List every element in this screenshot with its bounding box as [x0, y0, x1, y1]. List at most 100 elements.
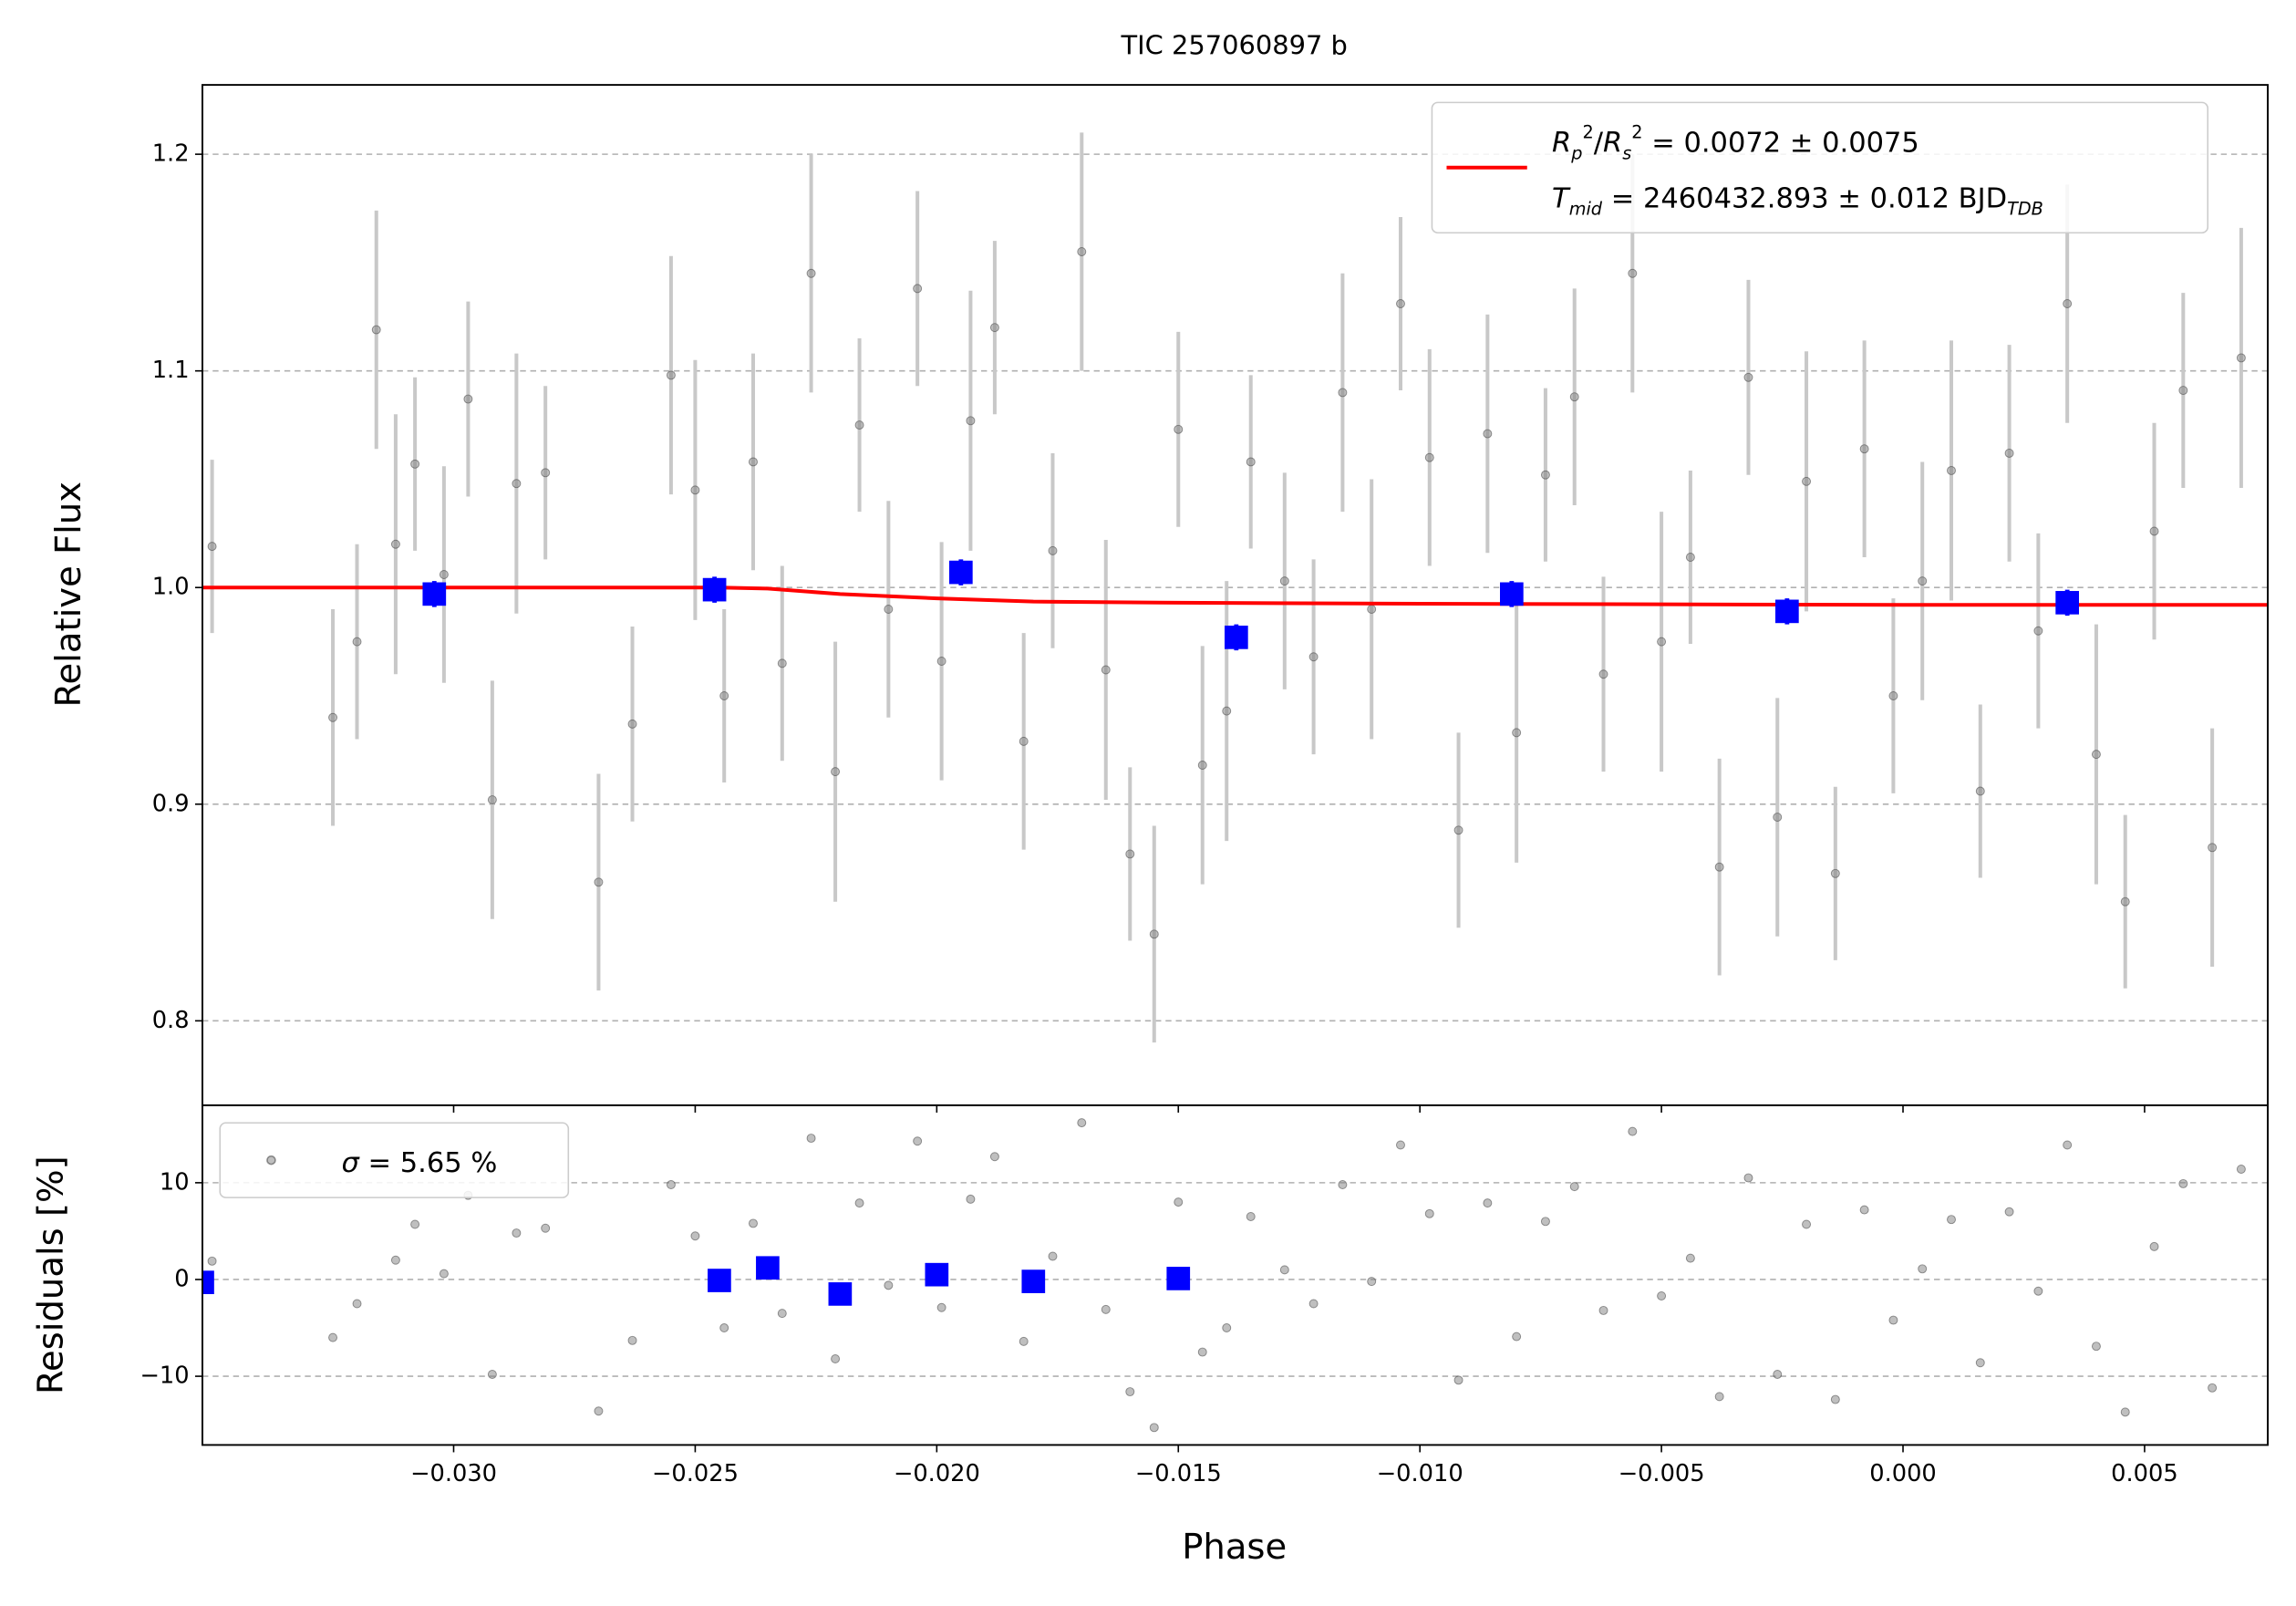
- binned-point: [202, 1270, 214, 1295]
- data-point: [854, 420, 864, 430]
- data-point: [627, 1335, 637, 1345]
- x-tick-label: 0.000: [1869, 1460, 1937, 1487]
- text-part: /: [1594, 127, 1604, 159]
- data-point: [966, 1194, 976, 1204]
- data-point: [463, 394, 473, 404]
- binned-point: [948, 560, 973, 585]
- x-tick-label: −0.005: [1619, 1460, 1705, 1487]
- data-point: [1048, 545, 1058, 555]
- data-point: [1859, 1205, 1869, 1215]
- text-part: = 2460432.893 ± 0.012 BJD: [1602, 182, 2007, 214]
- data-point: [328, 1332, 338, 1342]
- data-point: [1888, 691, 1898, 700]
- legend-box: [219, 1122, 570, 1198]
- data-point: [390, 539, 400, 549]
- data-point: [2120, 1407, 2130, 1417]
- data-point: [1714, 862, 1724, 872]
- binned-point: [1775, 599, 1799, 624]
- data-point: [1802, 1219, 1812, 1229]
- data-point: [2004, 1207, 2014, 1217]
- data-point: [1628, 1126, 1638, 1136]
- data-point: [1367, 1277, 1377, 1287]
- data-point: [719, 691, 729, 700]
- data-point: [1657, 1291, 1667, 1300]
- data-point: [1975, 786, 1985, 796]
- data-point: [1246, 1212, 1256, 1221]
- data-point: [1125, 849, 1135, 859]
- data-point: [1338, 388, 1348, 398]
- data-point: [1569, 392, 1579, 402]
- data-point: [1540, 470, 1550, 480]
- data-point: [1918, 1264, 1928, 1274]
- y-tick-label: 0: [174, 1265, 189, 1292]
- data-point: [936, 657, 946, 666]
- data-point: [627, 719, 637, 729]
- data-point: [594, 1406, 604, 1416]
- data-point: [2120, 896, 2130, 907]
- data-point: [831, 767, 841, 777]
- x-tick-label: −0.025: [652, 1460, 739, 1487]
- data-point: [1279, 576, 1289, 586]
- axes-frame: [202, 1104, 2270, 1446]
- binned-point: [1224, 626, 1248, 649]
- data-point: [541, 468, 551, 478]
- data-point: [1598, 1305, 1608, 1315]
- data-point: [2091, 1342, 2101, 1352]
- data-point: [1424, 452, 1434, 462]
- data-point: [884, 605, 894, 614]
- y-tick-label: 1.1: [152, 357, 190, 384]
- data-point: [1947, 1215, 1956, 1225]
- data-point: [1512, 1331, 1522, 1342]
- data-point: [1598, 669, 1608, 679]
- data-point: [1483, 429, 1493, 439]
- data-point: [1246, 457, 1256, 467]
- data-point: [1569, 1182, 1579, 1192]
- binned-point: [925, 1262, 949, 1287]
- text-part: 2: [1582, 121, 1593, 142]
- data-point: [966, 416, 976, 426]
- y-tick-label: 1.0: [152, 574, 190, 601]
- data-point: [439, 1269, 449, 1279]
- data-point: [1308, 1299, 1319, 1309]
- data-point: [1685, 553, 1695, 562]
- data-point: [1685, 1253, 1695, 1263]
- x-tick-label: 0.005: [2111, 1460, 2178, 1487]
- data-point: [352, 1299, 362, 1309]
- text-part: R: [1552, 127, 1571, 159]
- data-point: [2208, 843, 2218, 853]
- data-point: [989, 323, 999, 333]
- x-tick-label: −0.010: [1377, 1460, 1463, 1487]
- data-point: [1197, 761, 1207, 771]
- data-point: [1174, 424, 1184, 434]
- data-point: [2149, 1241, 2159, 1251]
- data-point: [989, 1152, 999, 1162]
- data-point: [2236, 353, 2246, 363]
- data-point: [1077, 247, 1087, 257]
- data-point: [1101, 665, 1111, 675]
- text-part: TDB: [2007, 198, 2043, 219]
- legend-swatch: [266, 1155, 276, 1166]
- data-point: [777, 658, 787, 668]
- x-tick-label: −0.030: [410, 1460, 497, 1487]
- data-point: [1453, 825, 1463, 835]
- data-point: [1830, 1394, 1840, 1404]
- data-point: [1628, 268, 1638, 278]
- text-part: = 0.0072 ± 0.0075: [1643, 127, 1919, 159]
- data-point: [1077, 1118, 1087, 1128]
- y-tick-label: 1.2: [152, 140, 190, 168]
- data-point: [2063, 299, 2073, 309]
- y-tick-label: 0.8: [152, 1007, 190, 1034]
- data-point: [1424, 1208, 1434, 1218]
- binned-point: [828, 1282, 853, 1306]
- y-tick-label: 0.9: [152, 790, 190, 817]
- data-point: [690, 485, 700, 495]
- data-point: [913, 1136, 923, 1146]
- data-point: [1367, 605, 1377, 614]
- x-tick-label: −0.020: [894, 1460, 980, 1487]
- data-point: [831, 1354, 841, 1363]
- data-point: [1222, 1323, 1232, 1333]
- data-point: [594, 877, 604, 887]
- data-point: [371, 325, 381, 335]
- data-point: [1888, 1315, 1898, 1325]
- y-axis-label: Residuals [%]: [31, 1155, 72, 1394]
